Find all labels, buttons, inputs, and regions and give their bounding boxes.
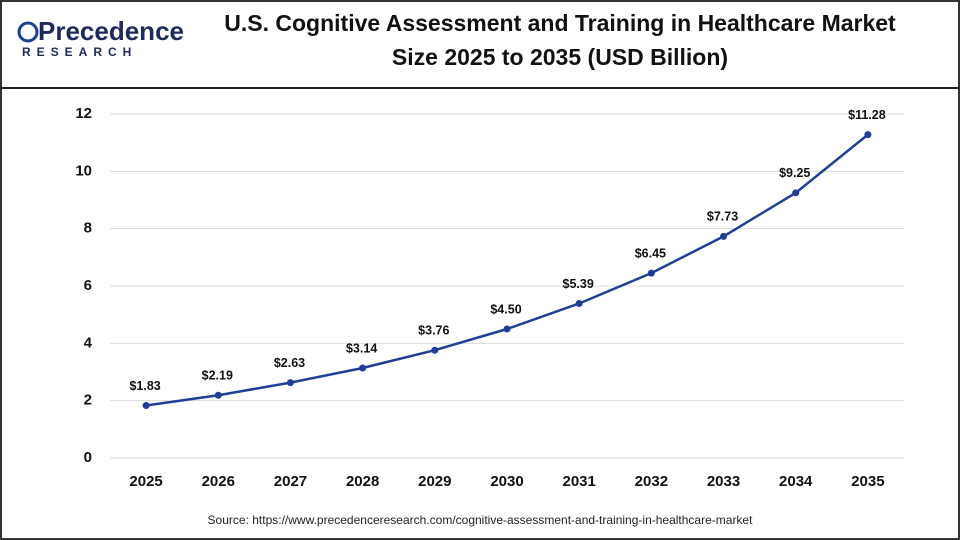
x-tick-label: 2031 bbox=[562, 473, 595, 490]
marker bbox=[503, 325, 511, 333]
value-label: $9.25 bbox=[779, 166, 810, 180]
marker bbox=[286, 379, 294, 387]
marker bbox=[359, 364, 367, 372]
value-label: $5.39 bbox=[563, 277, 594, 291]
marker bbox=[792, 189, 800, 197]
marker bbox=[647, 269, 655, 277]
y-tick-label: 0 bbox=[84, 449, 92, 466]
marker bbox=[864, 131, 872, 139]
x-tick-label: 2034 bbox=[779, 473, 813, 490]
value-label: $6.45 bbox=[635, 246, 666, 260]
y-tick-label: 2 bbox=[84, 392, 92, 409]
x-tick-label: 2028 bbox=[346, 473, 379, 490]
x-tick-label: 2027 bbox=[274, 473, 307, 490]
marker bbox=[431, 346, 439, 354]
marker bbox=[720, 232, 728, 240]
value-label: $3.14 bbox=[346, 341, 377, 355]
logo-icon bbox=[17, 21, 39, 43]
x-tick-label: 2030 bbox=[490, 473, 523, 490]
value-label: $2.63 bbox=[274, 356, 305, 370]
marker bbox=[142, 402, 150, 410]
y-tick-label: 12 bbox=[75, 105, 92, 122]
value-label: $4.50 bbox=[490, 302, 521, 316]
line bbox=[145, 133, 869, 407]
x-tick-label: 2026 bbox=[202, 473, 235, 490]
x-tick-label: 2035 bbox=[851, 473, 884, 490]
value-label: $1.83 bbox=[129, 379, 160, 393]
x-tick-label: 2029 bbox=[418, 473, 451, 490]
y-tick-label: 4 bbox=[84, 334, 93, 351]
source: Source: https://www.precedenceresearch.c… bbox=[208, 513, 754, 527]
marker bbox=[575, 299, 583, 307]
x-tick-label: 2033 bbox=[707, 473, 740, 490]
logo-tagline: RESEARCH bbox=[22, 45, 137, 59]
chart-title: Size 2025 to 2035 (USD Billion) bbox=[392, 44, 728, 70]
value-label: $2.19 bbox=[202, 369, 233, 383]
x-tick-label: 2032 bbox=[635, 473, 668, 490]
value-label: $11.28 bbox=[848, 108, 886, 122]
x-tick-label: 2025 bbox=[129, 473, 162, 490]
marker bbox=[214, 391, 222, 399]
chart-title: U.S. Cognitive Assessment and Training i… bbox=[224, 10, 896, 36]
value-label: $7.73 bbox=[707, 210, 738, 224]
y-tick-label: 6 bbox=[84, 277, 92, 294]
y-tick-label: 10 bbox=[75, 162, 92, 179]
logo-name: Precedence bbox=[38, 16, 184, 46]
y-tick-label: 8 bbox=[84, 220, 92, 237]
value-label: $3.76 bbox=[418, 324, 449, 338]
